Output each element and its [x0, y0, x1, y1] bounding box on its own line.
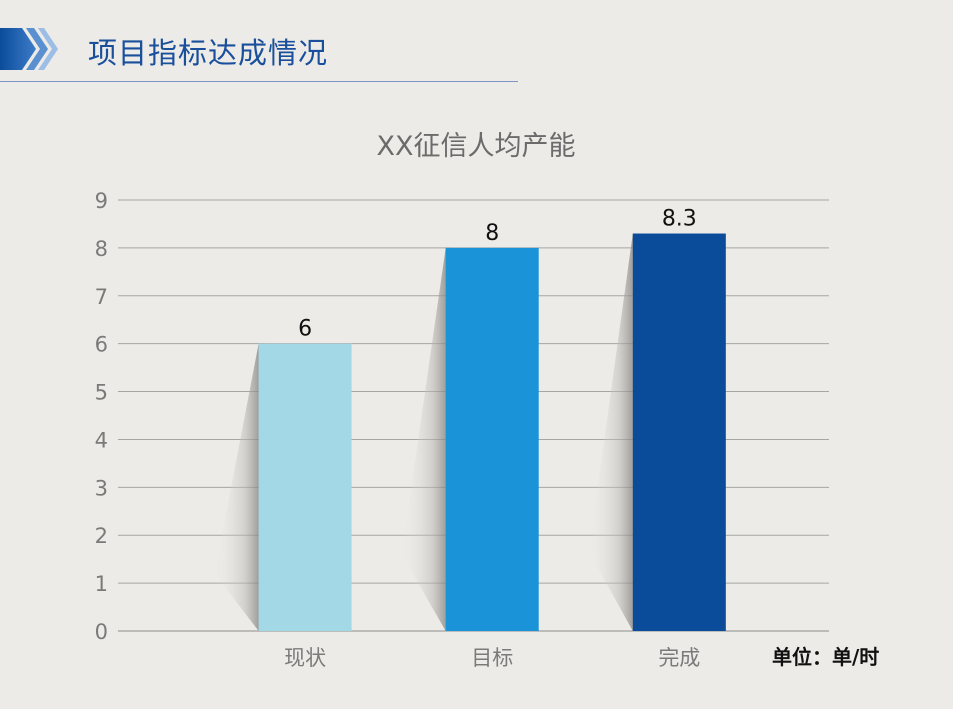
- page-title: 项目指标达成情况: [88, 36, 329, 70]
- bar-shadows: [214, 233, 639, 631]
- y-tick-label: 9: [95, 189, 108, 213]
- x-tick-label: 完成: [658, 646, 700, 670]
- y-tick-label: 0: [95, 620, 108, 644]
- bar-shadow: [588, 233, 639, 631]
- x-tick-label: 目标: [471, 646, 513, 670]
- unit-label: 单位：单/时: [772, 645, 880, 669]
- y-tick-label: 5: [95, 381, 108, 405]
- data-labels: 688.3: [298, 207, 697, 342]
- bar-shadow: [214, 343, 265, 631]
- y-tick-label: 1: [95, 572, 108, 596]
- bar: [632, 233, 726, 631]
- chevron-arrows-icon: [0, 28, 58, 70]
- bars: [258, 233, 726, 631]
- y-tick-label: 8: [95, 237, 108, 261]
- header: 项目指标达成情况: [0, 0, 953, 90]
- data-label: 8: [485, 221, 499, 246]
- y-tick-label: 3: [95, 476, 108, 500]
- data-label: 6: [298, 317, 312, 342]
- bar-shadow: [401, 247, 452, 631]
- bar: [445, 247, 539, 631]
- y-tick-label: 4: [95, 428, 108, 452]
- bar: [258, 343, 352, 631]
- x-tick-label: 现状: [284, 646, 326, 670]
- y-axis-ticks: 0 1 2 3 4 5 6 7 8 9: [95, 189, 108, 644]
- title-divider: [0, 81, 518, 82]
- data-label: 8.3: [662, 207, 697, 232]
- y-tick-label: 7: [95, 285, 108, 309]
- y-tick-label: 2: [95, 524, 108, 548]
- x-axis-ticks: 现状 目标 完成: [284, 646, 700, 670]
- y-tick-label: 6: [95, 333, 108, 357]
- chart-title: XX征信人均产能: [377, 131, 576, 162]
